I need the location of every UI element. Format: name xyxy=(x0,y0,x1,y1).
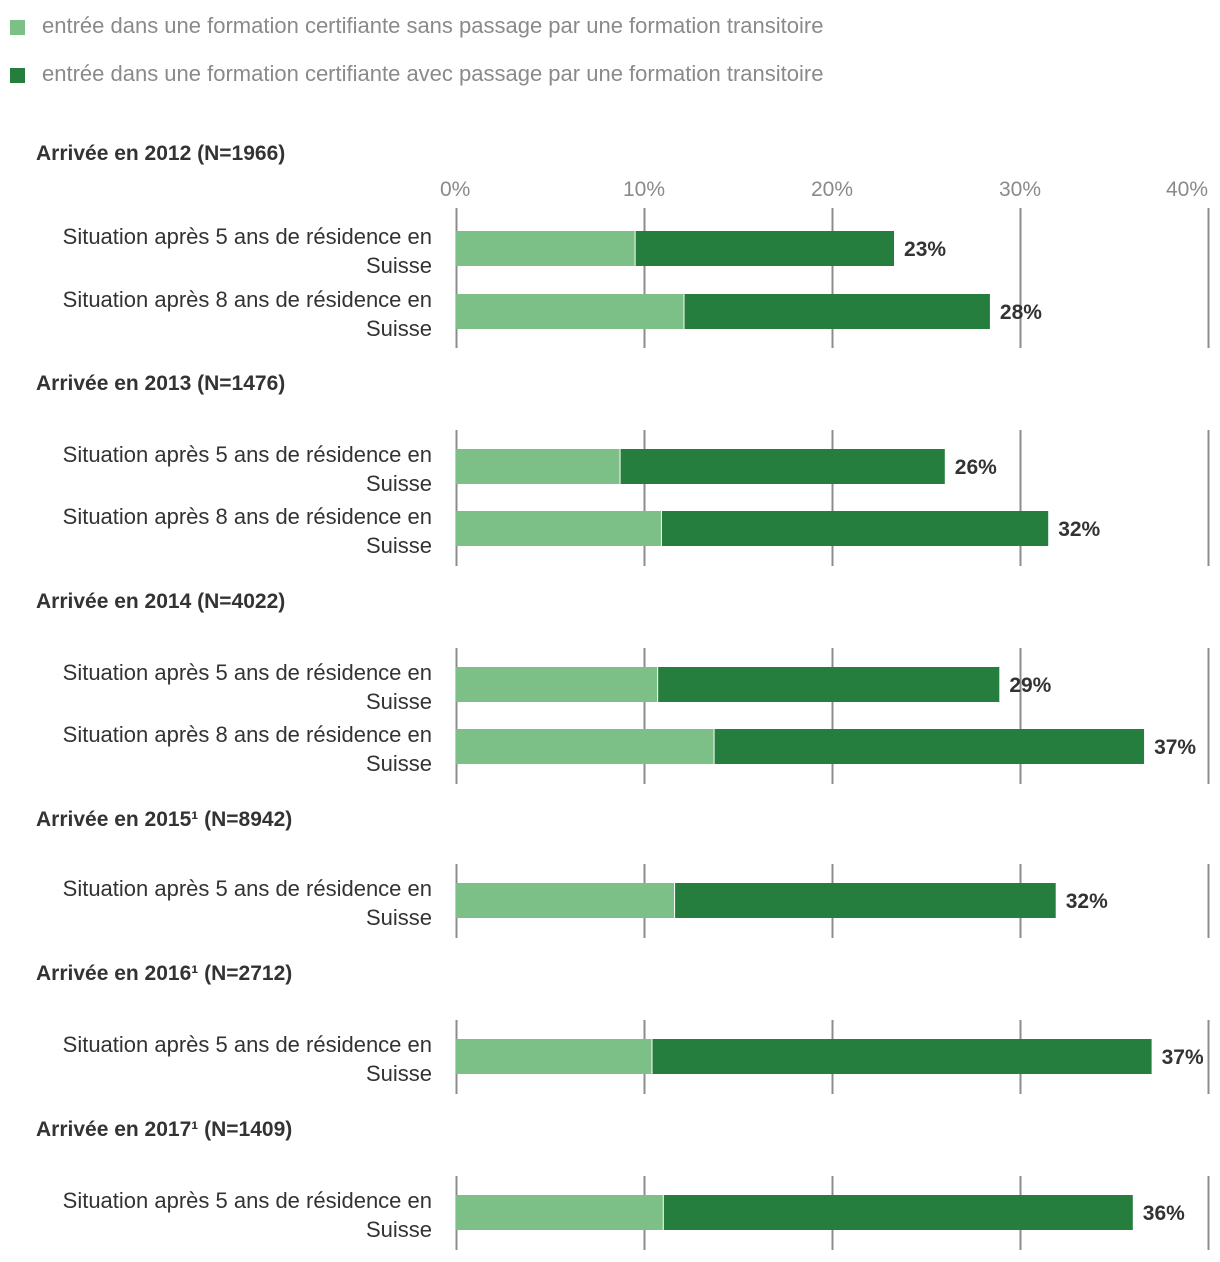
legend-swatch-light xyxy=(10,20,25,35)
group-title: Arrivée en 2013 (N=1476) xyxy=(36,372,285,395)
row-label-line-2: Suisse xyxy=(366,751,432,776)
row-label-line-2: Suisse xyxy=(366,253,432,278)
bar-segment-sans-transitoire xyxy=(456,667,658,702)
bar-total-label: 32% xyxy=(1058,518,1100,541)
bar-segment-avec-transitoire xyxy=(714,729,1145,764)
x-tick-label: 20% xyxy=(811,178,853,201)
group-title: Arrivée en 2014 (N=4022) xyxy=(36,590,285,613)
bar-segment-sans-transitoire xyxy=(456,1039,652,1074)
group-title: Arrivée en 2015¹ (N=8942) xyxy=(36,808,292,831)
bar-segment-sans-transitoire xyxy=(456,449,620,484)
bar-segment-avec-transitoire xyxy=(663,1195,1133,1230)
bar-segment-sans-transitoire xyxy=(456,883,675,918)
row-label-line-1: Situation après 5 ans de résidence en xyxy=(63,1188,432,1213)
x-tick-label: 40% xyxy=(1166,178,1208,201)
x-tick-label: 10% xyxy=(623,178,665,201)
row-label-line-1: Situation après 5 ans de résidence en xyxy=(63,876,432,901)
bar-total-label: 23% xyxy=(904,238,946,261)
row-label-line-2: Suisse xyxy=(366,905,432,930)
bar-segment-sans-transitoire xyxy=(456,729,714,764)
bar-segment-avec-transitoire xyxy=(675,883,1056,918)
bar-segment-sans-transitoire xyxy=(456,231,635,266)
legend-label-sans-transitoire: entrée dans une formation certifiante sa… xyxy=(42,13,824,38)
group-title: Arrivée en 2016¹ (N=2712) xyxy=(36,962,292,985)
group-title: Arrivée en 2017¹ (N=1409) xyxy=(36,1118,292,1141)
row-label-line-2: Suisse xyxy=(366,316,432,341)
bar-total-label: 37% xyxy=(1162,1046,1204,1069)
bar-segment-avec-transitoire xyxy=(684,294,990,329)
row-label-line-1: Situation après 8 ans de résidence en xyxy=(63,287,432,312)
row-label-line-1: Situation après 8 ans de résidence en xyxy=(63,722,432,747)
row-label-line-2: Suisse xyxy=(366,533,432,558)
row-label-line-1: Situation après 5 ans de résidence en xyxy=(63,442,432,467)
row-label-line-2: Suisse xyxy=(366,471,432,496)
legend-label-avec-transitoire: entrée dans une formation certifiante av… xyxy=(42,61,824,86)
bar-segment-sans-transitoire xyxy=(456,511,661,546)
bar-segment-avec-transitoire xyxy=(661,511,1049,546)
bar-segment-sans-transitoire xyxy=(456,1195,663,1230)
bar-segment-avec-transitoire xyxy=(658,667,1000,702)
bar-total-label: 37% xyxy=(1154,736,1196,759)
bar-segment-avec-transitoire xyxy=(635,231,895,266)
bar-total-label: 26% xyxy=(955,456,997,479)
x-tick-label: 30% xyxy=(999,178,1041,201)
bar-total-label: 36% xyxy=(1143,1202,1185,1225)
row-label-line-2: Suisse xyxy=(366,1061,432,1086)
bar-segment-sans-transitoire xyxy=(456,294,684,329)
row-label-line-1: Situation après 8 ans de résidence en xyxy=(63,504,432,529)
row-label-line-1: Situation après 5 ans de résidence en xyxy=(63,1032,432,1057)
bar-total-label: 29% xyxy=(1009,674,1051,697)
row-label-line-1: Situation après 5 ans de résidence en xyxy=(63,660,432,685)
group-title: Arrivée en 2012 (N=1966) xyxy=(36,142,285,165)
legend-swatch-dark xyxy=(10,68,25,83)
row-label-line-2: Suisse xyxy=(366,1217,432,1242)
bar-total-label: 32% xyxy=(1066,890,1108,913)
row-label-line-2: Suisse xyxy=(366,689,432,714)
bar-segment-avec-transitoire xyxy=(620,449,945,484)
row-label-line-1: Situation après 5 ans de résidence en xyxy=(63,224,432,249)
bar-total-label: 28% xyxy=(1000,301,1042,324)
bar-segment-avec-transitoire xyxy=(652,1039,1152,1074)
x-tick-label: 0% xyxy=(440,178,470,201)
